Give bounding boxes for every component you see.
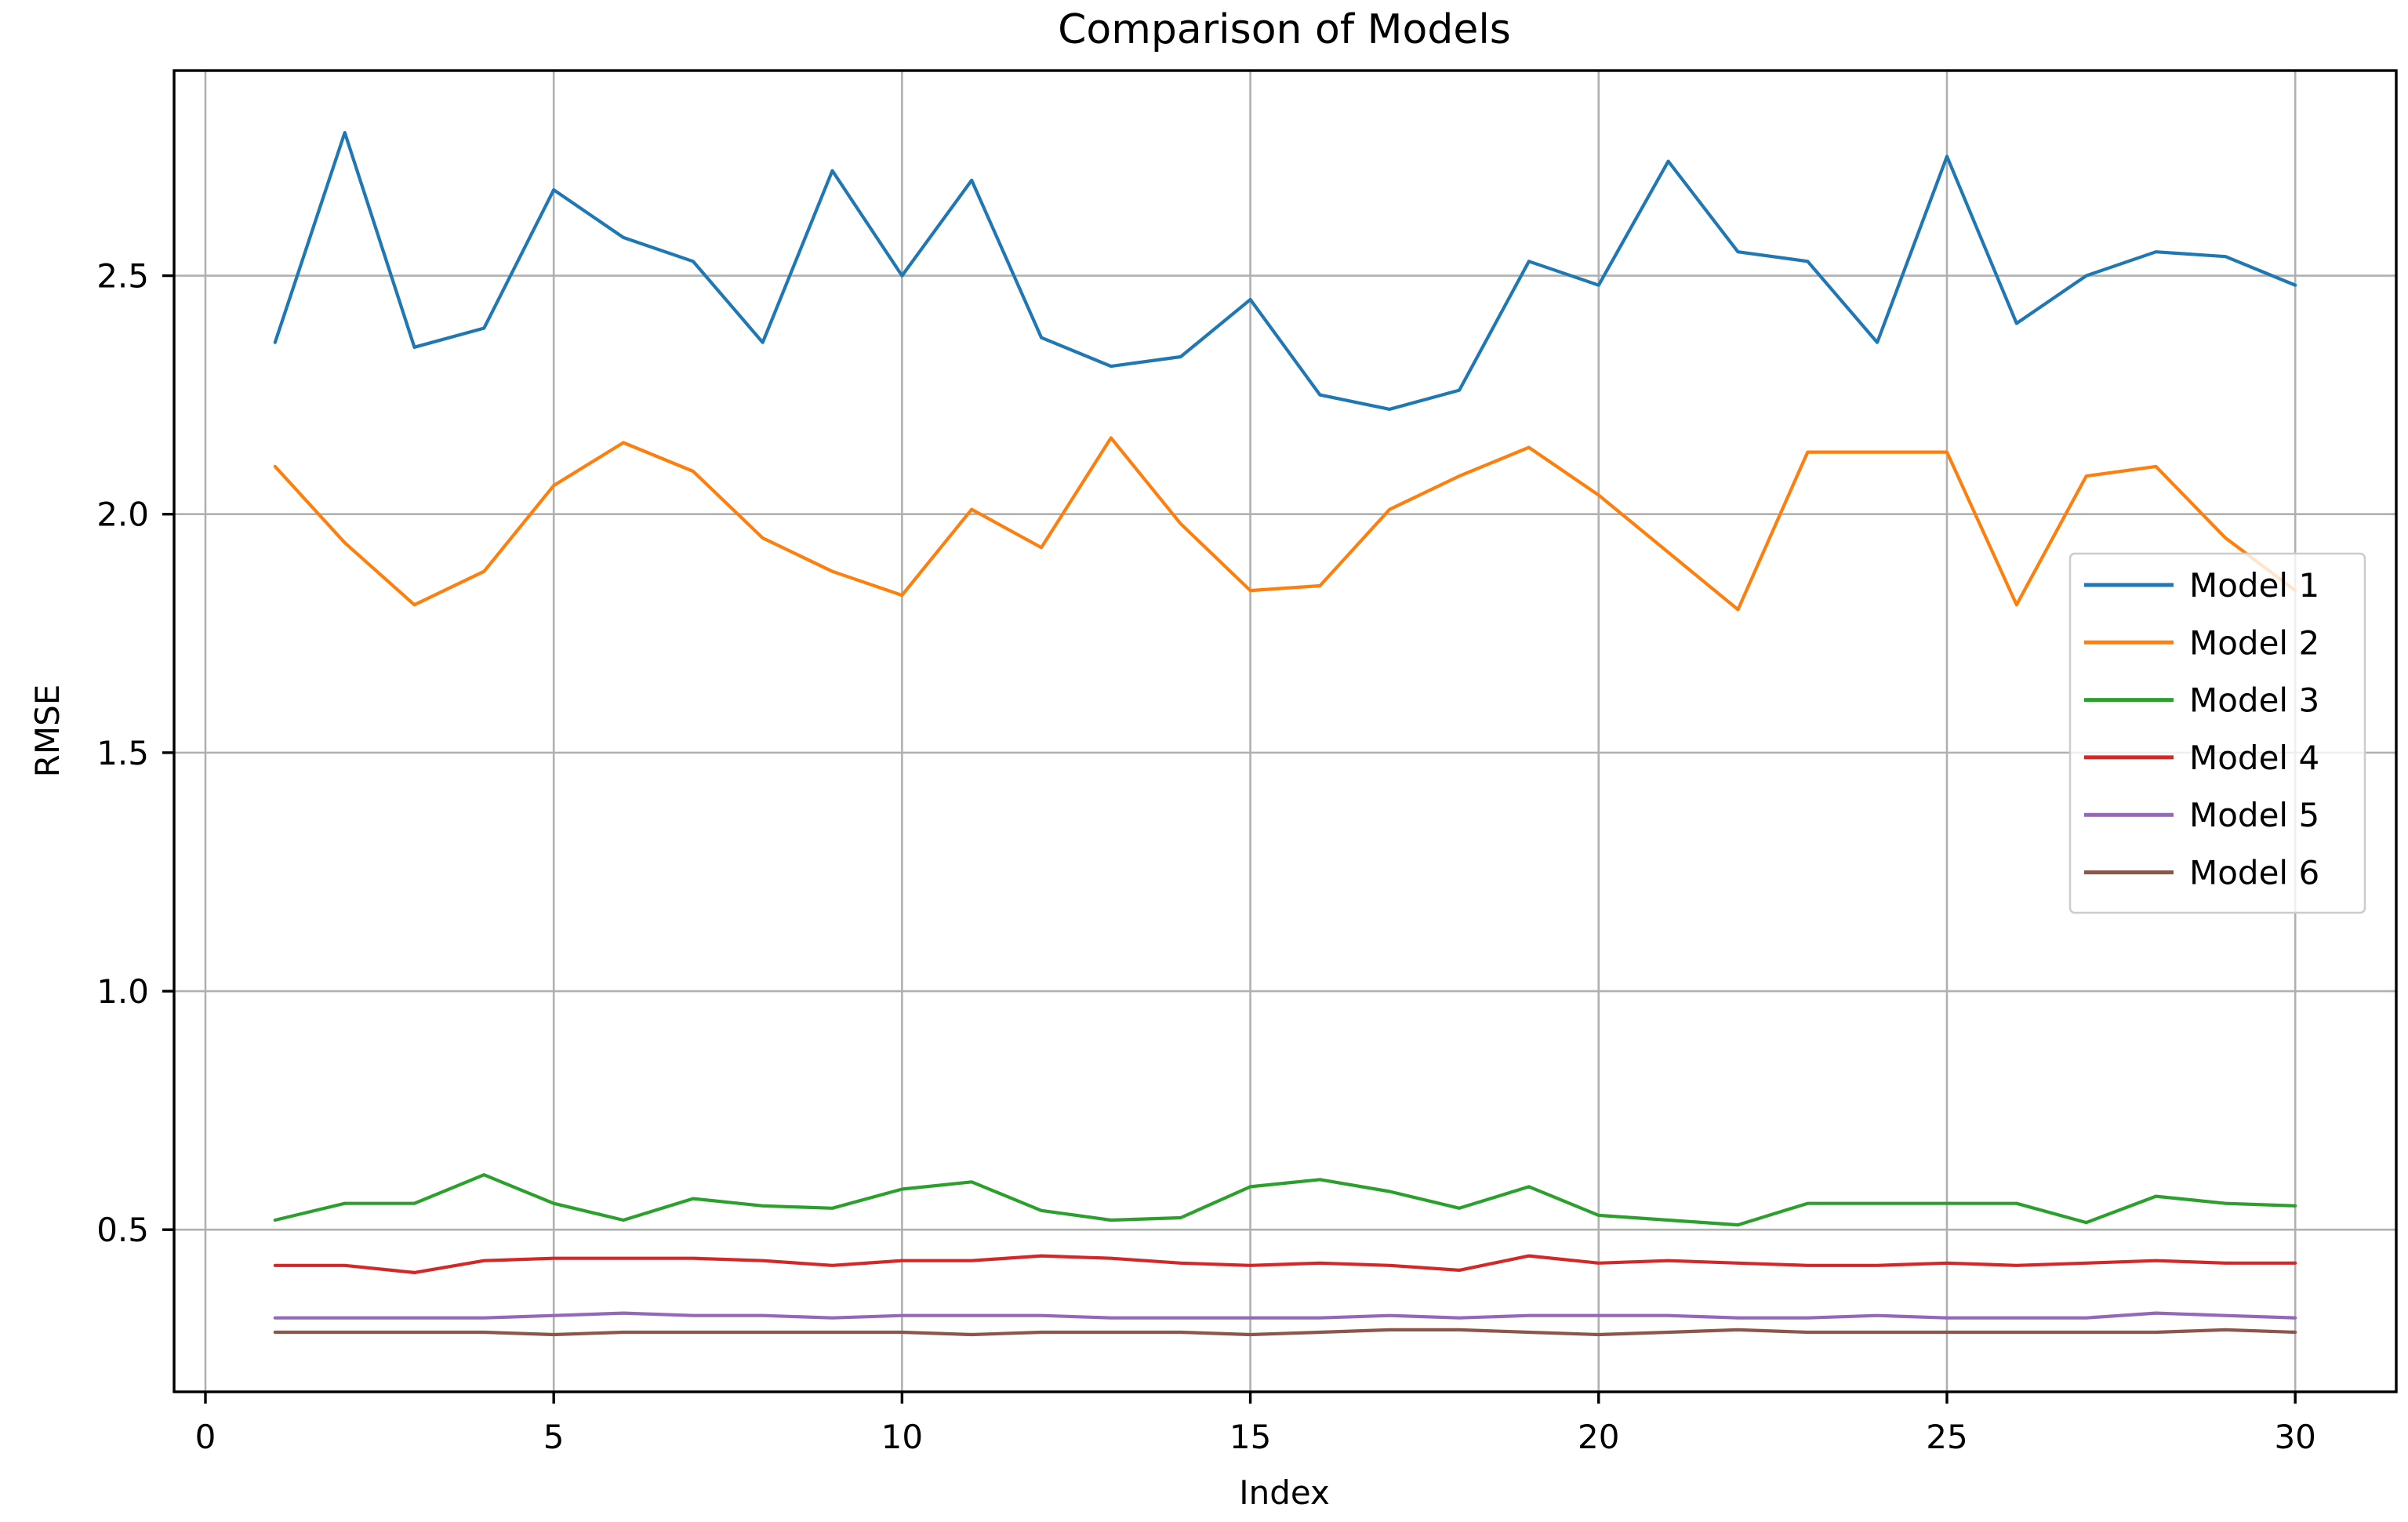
- tick-layer: 0 5 10 15 20 25 30 0.5 1.0 1.5 2.0 2.5: [96, 257, 2316, 1456]
- series-line-model-1: [273, 131, 2297, 412]
- y-tick-label-3: 2.0: [96, 496, 149, 534]
- legend-label-model-1: Model 1: [2189, 566, 2319, 605]
- legend-label-model-4: Model 4: [2189, 739, 2319, 777]
- legend-layer: Model 1 Model 2 Model 3 Model 4 Model 5 Model…: [2068, 552, 2366, 914]
- y-tick-label-2: 1.5: [96, 734, 149, 772]
- frame-layer: [173, 69, 2398, 1393]
- x-tick-label-6: 30: [2274, 1418, 2315, 1456]
- x-tick-label-2: 10: [881, 1418, 923, 1456]
- series-line-model-5: [273, 1311, 2297, 1320]
- legend-item-model-2: Model 2: [2084, 623, 2319, 662]
- plot-frame: [173, 69, 2398, 1393]
- y-tick-label-1: 1.0: [96, 972, 149, 1011]
- series-line-model-6: [273, 1328, 2297, 1337]
- x-tick-label-1: 5: [543, 1418, 565, 1456]
- y-tick-label-4: 2.5: [96, 257, 149, 296]
- legend-item-model-6: Model 6: [2084, 854, 2319, 892]
- x-tick-label-0: 0: [195, 1418, 216, 1456]
- y-tick-label-0: 0.5: [96, 1211, 149, 1249]
- grid-layer: [174, 71, 2396, 1392]
- series-line-model-2: [273, 436, 2297, 612]
- legend-label-model-3: Model 3: [2189, 681, 2319, 720]
- series-line-model-3: [273, 1173, 2297, 1227]
- legend-label-model-2: Model 2: [2189, 623, 2319, 662]
- series-layer: [273, 131, 2297, 1337]
- x-axis-label: Index: [1239, 1473, 1330, 1512]
- x-tick-label-5: 25: [1926, 1418, 1967, 1456]
- legend-item-model-4: Model 4: [2084, 739, 2319, 777]
- series-line-model-4: [273, 1254, 2297, 1275]
- x-tick-label-3: 15: [1229, 1418, 1271, 1456]
- legend-item-model-1: Model 1: [2084, 566, 2319, 605]
- x-tick-label-4: 20: [1578, 1418, 1619, 1456]
- legend-item-model-5: Model 5: [2084, 796, 2319, 834]
- chart-title: Comparison of Models: [1058, 6, 1511, 53]
- legend-label-model-6: Model 6: [2189, 854, 2319, 892]
- y-axis-label: RMSE: [28, 685, 67, 778]
- legend-label-model-5: Model 5: [2189, 796, 2319, 834]
- legend-item-model-3: Model 3: [2084, 681, 2319, 720]
